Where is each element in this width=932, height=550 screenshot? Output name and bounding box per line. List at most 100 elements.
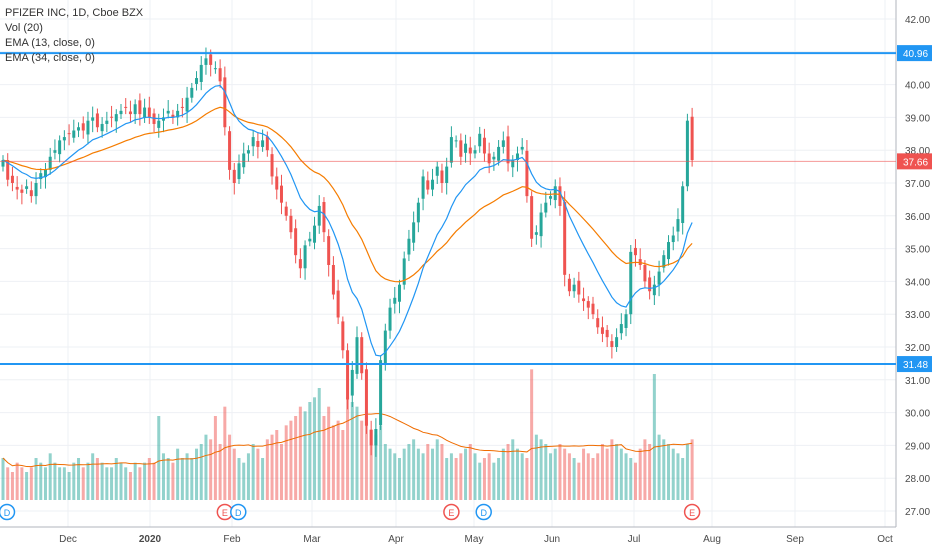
price-tick-label: 40.00 bbox=[905, 81, 930, 92]
volume-bar bbox=[67, 472, 71, 500]
candle bbox=[449, 126, 453, 168]
candle bbox=[91, 106, 95, 133]
volume-bar bbox=[605, 448, 609, 500]
candle bbox=[431, 168, 435, 197]
volume-bar bbox=[161, 453, 165, 500]
candle bbox=[308, 231, 312, 247]
price-tick-label: 42.00 bbox=[905, 15, 930, 26]
volume-bar bbox=[407, 444, 411, 500]
dividend-marker[interactable]: D bbox=[230, 503, 247, 521]
candle bbox=[473, 145, 477, 159]
hline-price-badge-1-text: 40.96 bbox=[903, 49, 928, 60]
price-tick-label: 31.00 bbox=[905, 376, 930, 387]
candle bbox=[128, 100, 132, 123]
volume-bar bbox=[525, 458, 529, 500]
candle bbox=[459, 133, 463, 165]
volume-bar bbox=[341, 430, 345, 500]
volume-bar bbox=[431, 448, 435, 500]
candle bbox=[539, 203, 543, 248]
volume-ma-line bbox=[2, 413, 693, 468]
candle-body bbox=[15, 186, 19, 190]
candle-body bbox=[110, 116, 114, 118]
candle bbox=[190, 82, 194, 103]
price-tick-label: 39.00 bbox=[905, 113, 930, 124]
candle bbox=[95, 108, 99, 133]
volume-bar bbox=[492, 462, 496, 500]
candle-body bbox=[534, 232, 538, 235]
candle-body bbox=[39, 173, 43, 180]
candle-body bbox=[383, 330, 387, 365]
candle bbox=[383, 323, 387, 371]
volume-bar bbox=[336, 420, 340, 500]
candle-body bbox=[676, 219, 680, 232]
earnings-marker[interactable]: E bbox=[683, 503, 701, 521]
candle bbox=[676, 208, 680, 242]
volume-bar bbox=[473, 453, 477, 500]
candle-body bbox=[681, 186, 685, 224]
candle-body bbox=[261, 140, 265, 147]
candle bbox=[81, 116, 85, 139]
dividend-marker[interactable]: D bbox=[0, 503, 16, 521]
candle bbox=[62, 130, 66, 151]
candle bbox=[563, 191, 567, 287]
candle-body bbox=[629, 251, 633, 315]
volume-bar bbox=[681, 458, 685, 500]
candle-body bbox=[128, 111, 132, 115]
candle-body bbox=[232, 169, 236, 183]
volume-bar bbox=[468, 444, 472, 500]
volume-bar bbox=[449, 453, 453, 500]
event-marker-circle bbox=[475, 503, 492, 521]
candle-body bbox=[445, 166, 449, 183]
candle bbox=[393, 286, 397, 314]
volume-bar bbox=[600, 444, 604, 500]
candle-body bbox=[652, 284, 656, 296]
candle bbox=[199, 56, 203, 91]
candle-body bbox=[393, 297, 397, 304]
candle bbox=[468, 136, 472, 165]
candle bbox=[346, 343, 350, 410]
volume-bar bbox=[327, 406, 331, 500]
candle-body bbox=[685, 120, 689, 187]
time-axis[interactable]: Dec 2020 Feb Mar Apr May Jun Jul Aug Sep Oct bbox=[59, 534, 893, 545]
volume-bar bbox=[586, 453, 590, 500]
volume-bar bbox=[567, 453, 571, 500]
volume-bar bbox=[25, 472, 29, 500]
candle bbox=[100, 117, 104, 138]
candle bbox=[341, 316, 345, 359]
volume-bar bbox=[412, 439, 416, 500]
price-tick-label: 34.00 bbox=[905, 277, 930, 288]
volume-bar bbox=[209, 439, 213, 500]
candle-body bbox=[549, 196, 553, 199]
volume-bar bbox=[128, 472, 132, 500]
volume-bar bbox=[459, 453, 463, 500]
candle-body bbox=[643, 265, 647, 282]
candle bbox=[577, 271, 581, 303]
candle bbox=[138, 93, 142, 126]
price-axis[interactable]: 42.0041.0040.0039.0038.0037.0036.0035.00… bbox=[897, 15, 932, 518]
candle bbox=[407, 229, 411, 262]
volume-bar bbox=[530, 369, 534, 500]
candle bbox=[176, 103, 180, 126]
dividend-marker[interactable]: D bbox=[475, 503, 492, 521]
volume-bar bbox=[497, 458, 501, 500]
candle-body bbox=[360, 337, 364, 374]
candle bbox=[440, 163, 444, 193]
candle bbox=[29, 181, 33, 203]
earnings-marker[interactable]: E bbox=[443, 503, 460, 521]
candle-body bbox=[567, 278, 571, 292]
time-tick-label: Mar bbox=[303, 534, 321, 545]
volume-bar bbox=[147, 458, 151, 500]
candle bbox=[6, 153, 10, 187]
candle bbox=[374, 418, 378, 457]
candle bbox=[558, 177, 562, 216]
candle-body bbox=[416, 202, 420, 223]
candle-body bbox=[331, 265, 335, 295]
candle-body bbox=[346, 350, 350, 400]
candle bbox=[303, 240, 307, 280]
candle-body bbox=[525, 150, 529, 197]
candle-body bbox=[572, 284, 576, 292]
volume-bar bbox=[539, 439, 543, 500]
candle bbox=[511, 155, 515, 178]
